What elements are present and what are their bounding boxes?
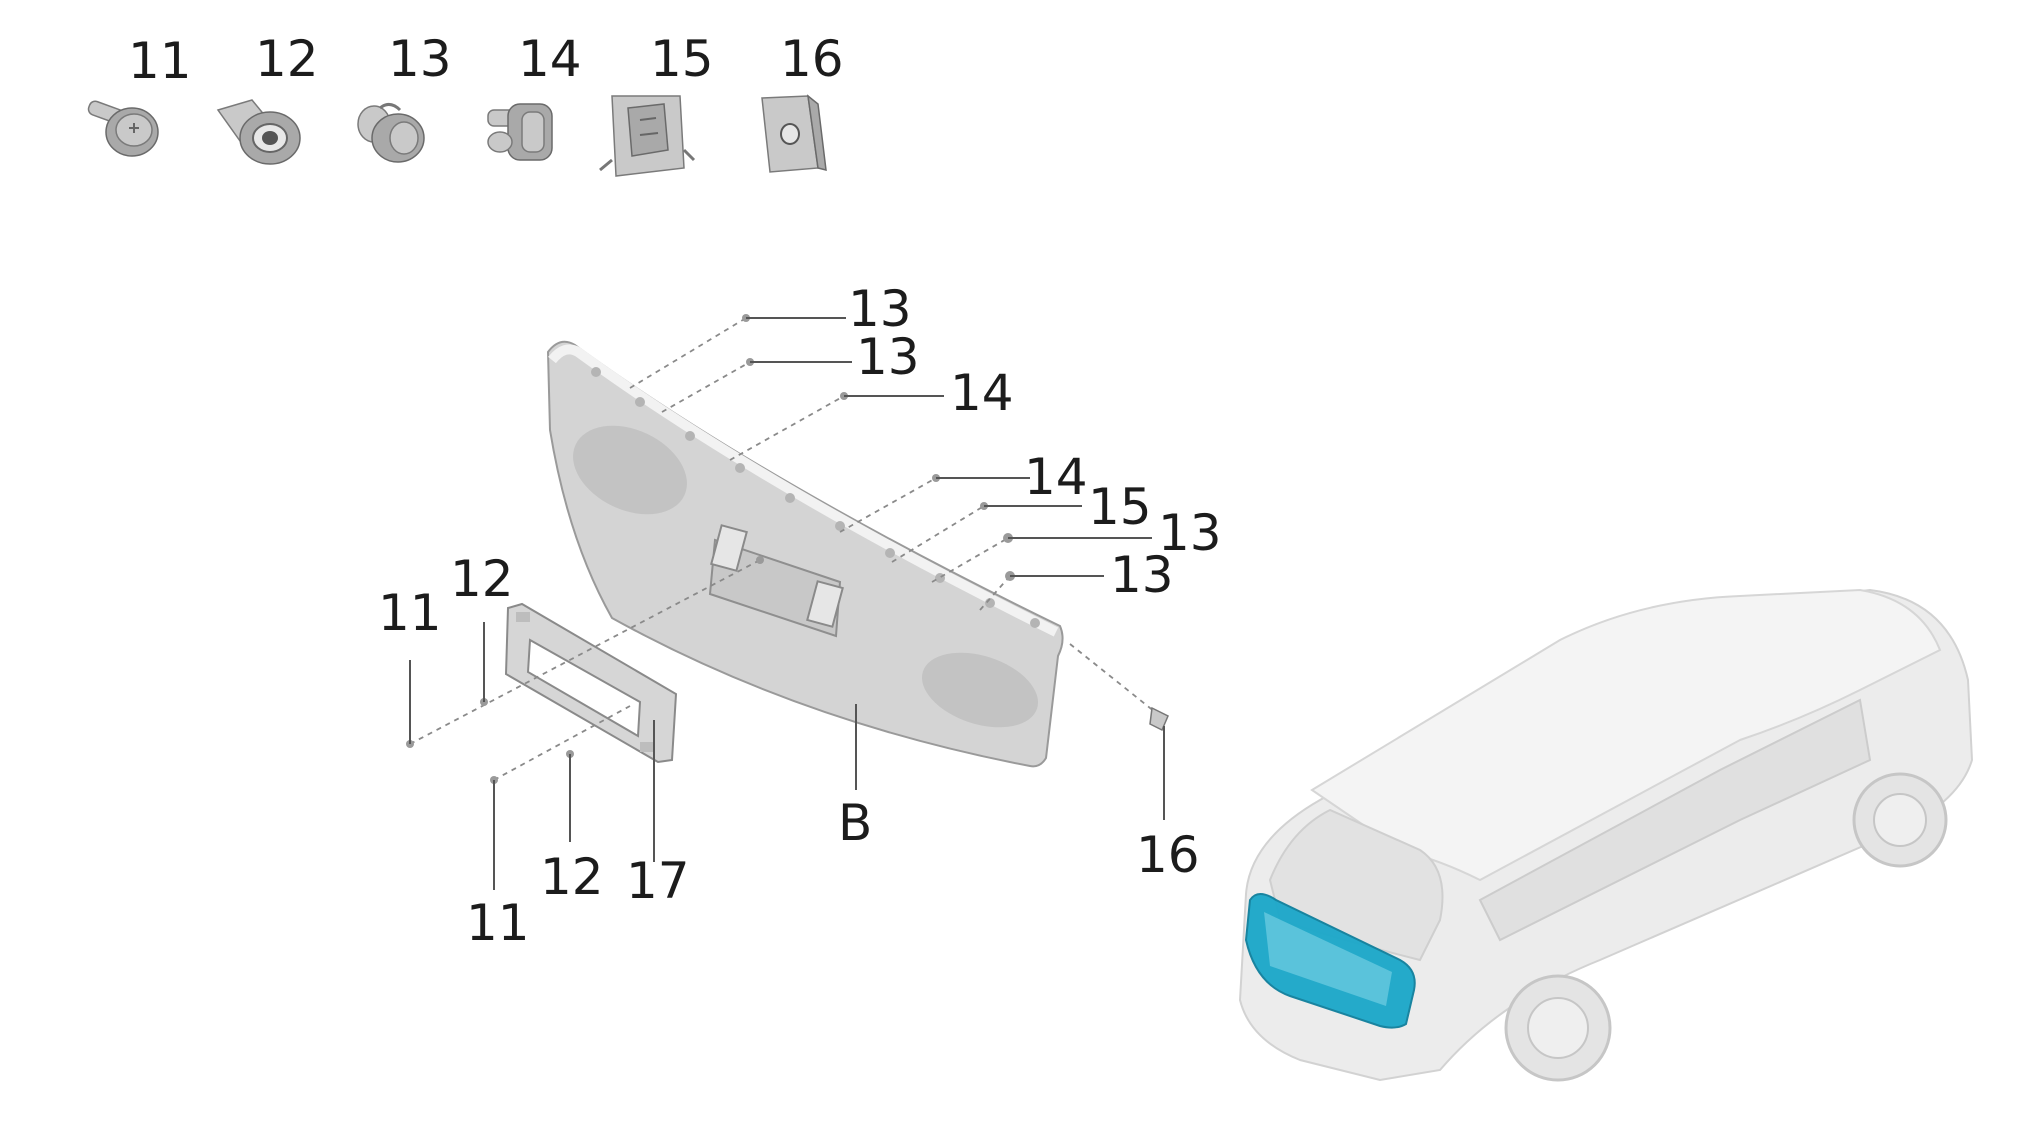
assembly-lines (409, 317, 1161, 781)
callout-17: 17 (626, 852, 690, 910)
bushing-nut-icon (216, 99, 301, 165)
stud-clip-icon (487, 103, 553, 161)
callout-13-third: 13 (1158, 504, 1222, 562)
callout-12-lower: 12 (540, 848, 604, 906)
leader-lines (409, 317, 1165, 890)
spring-clip-icon (599, 95, 696, 177)
legend-label-14: 14 (518, 30, 582, 88)
vehicle-locator-illustration (1238, 588, 1974, 1082)
callout-14-top: 14 (950, 364, 1014, 422)
legend-label-13: 13 (388, 30, 452, 88)
callout-15: 15 (1088, 478, 1152, 536)
callout-13-fourth: 13 (1110, 546, 1174, 604)
clip-nut-icon (761, 94, 827, 173)
callout-11-upper: 11 (378, 584, 442, 642)
legend-label-16: 16 (780, 30, 844, 88)
callout-b: B (838, 794, 872, 852)
callout-14-second: 14 (1024, 448, 1088, 506)
legend-label-12: 12 (255, 30, 319, 88)
tailgate-trim-panel (546, 340, 1064, 768)
callout-13-second: 13 (856, 328, 920, 386)
callout-12-upper: 12 (450, 550, 514, 608)
push-clip-icon (357, 103, 425, 163)
legend-label-15: 15 (650, 30, 714, 88)
parts-legend: 11 12 13 14 15 16 (87, 30, 844, 177)
callout-13-top: 13 (848, 280, 912, 338)
flange-screw-icon (87, 100, 159, 157)
legend-label-11: 11 (128, 32, 192, 90)
clip-16-part (1149, 706, 1169, 732)
license-plate-bracket (504, 602, 678, 764)
callout-labels: 13 13 14 14 15 13 13 12 11 16 B 12 17 11 (378, 280, 1222, 952)
callout-16: 16 (1136, 826, 1200, 884)
callout-11-lower: 11 (466, 894, 530, 952)
